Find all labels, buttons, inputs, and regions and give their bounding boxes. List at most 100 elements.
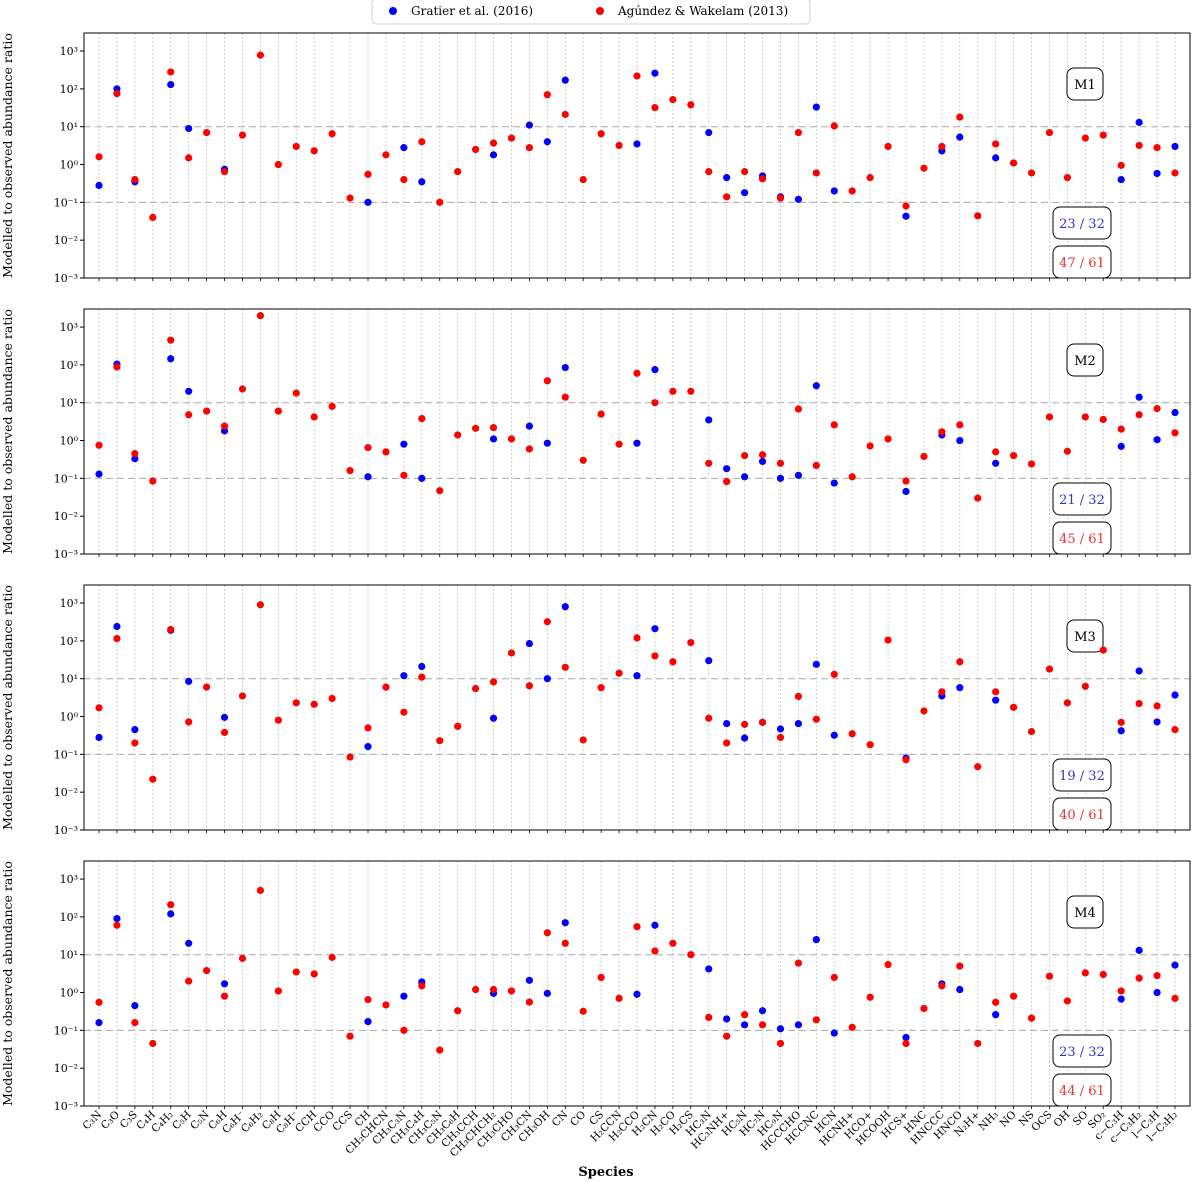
panel-m2: 10⁻³ 10⁻² 10⁻¹ 10⁰ 10¹ 10² 10³ Modelled to obse… <box>0 308 1191 561</box>
point-agundez <box>741 168 749 176</box>
point-agundez <box>113 363 121 371</box>
point-agundez <box>974 1039 982 1048</box>
point-agundez <box>1099 131 1107 139</box>
legend: Gratier et al. (2016) Agúndez & Wakelam … <box>371 0 811 25</box>
point-agundez <box>848 473 856 481</box>
point-gratier <box>167 910 175 918</box>
point-gratier <box>1135 393 1143 401</box>
point-gratier <box>113 622 121 631</box>
point-agundez <box>992 998 1000 1006</box>
point-agundez <box>113 921 121 929</box>
point-agundez <box>902 1039 910 1048</box>
point-agundez <box>651 947 659 955</box>
point-agundez <box>1027 1014 1036 1022</box>
point-gratier <box>561 363 569 372</box>
point-gratier <box>705 657 713 665</box>
point-gratier <box>561 919 569 927</box>
point-gratier <box>902 487 910 496</box>
point-agundez <box>579 456 587 464</box>
point-agundez <box>238 385 247 393</box>
point-gratier <box>830 1029 838 1037</box>
gratier-count: 23 / 32 <box>1059 217 1105 232</box>
point-gratier <box>776 725 785 733</box>
point-agundez <box>776 1039 785 1048</box>
point-gratier <box>956 985 964 994</box>
y-tick-label: 10³ <box>60 321 78 334</box>
point-agundez <box>220 422 229 430</box>
panel-m4: 10⁻³ 10⁻² 10⁻¹ 10⁰ 10¹ 10² 10³ Modelled to obse… <box>0 860 1191 1113</box>
point-agundez <box>561 663 569 671</box>
panel-label: M3 <box>1074 630 1096 645</box>
point-agundez <box>794 405 803 413</box>
legend-marker-agundez <box>596 7 604 15</box>
point-agundez <box>615 141 623 150</box>
point-agundez <box>597 410 605 418</box>
point-agundez <box>848 187 856 195</box>
y-tick-label: 10¹ <box>60 673 78 686</box>
point-gratier <box>220 980 229 988</box>
point-gratier <box>95 181 103 190</box>
point-agundez <box>830 973 838 982</box>
point-agundez <box>507 134 516 142</box>
point-agundez <box>902 202 910 210</box>
point-gratier <box>95 1019 103 1027</box>
y-tick-label: 10⁻³ <box>54 548 78 561</box>
point-agundez <box>167 901 175 909</box>
point-agundez <box>346 1032 354 1040</box>
point-agundez <box>1171 994 1179 1002</box>
point-agundez <box>418 982 426 990</box>
point-agundez <box>507 649 516 657</box>
point-agundez <box>525 998 534 1006</box>
point-agundez <box>167 625 175 634</box>
point-agundez <box>1027 169 1036 177</box>
point-gratier <box>418 662 426 671</box>
point-agundez <box>238 954 247 962</box>
point-gratier <box>113 915 121 923</box>
point-gratier <box>1171 142 1179 151</box>
panel-label: M4 <box>1074 906 1096 921</box>
point-agundez <box>436 1046 444 1054</box>
point-gratier <box>830 479 838 487</box>
point-agundez <box>1045 665 1054 673</box>
point-gratier <box>633 672 641 680</box>
point-agundez <box>525 682 534 690</box>
panels: 10⁻³ 10⁻² 10⁻¹ 10⁰ 10¹ 10² 10³ Modelled to obse… <box>0 32 1191 1113</box>
point-gratier <box>1153 436 1161 444</box>
y-tick-label: 10⁻² <box>54 1062 78 1075</box>
point-agundez <box>1045 128 1054 137</box>
y-tick-label: 10⁻² <box>54 234 78 247</box>
point-gratier <box>543 675 551 683</box>
point-gratier <box>543 138 551 146</box>
point-agundez <box>561 393 569 401</box>
point-agundez <box>454 431 462 439</box>
point-agundez <box>902 477 910 485</box>
point-agundez <box>346 194 354 202</box>
point-agundez <box>687 387 695 395</box>
point-agundez <box>1117 987 1125 995</box>
point-agundez <box>149 775 157 783</box>
point-gratier <box>651 921 659 929</box>
point-agundez <box>131 739 139 747</box>
point-gratier <box>956 684 964 692</box>
point-agundez <box>1010 992 1018 1000</box>
point-agundez <box>328 953 336 961</box>
point-gratier <box>812 936 820 944</box>
point-gratier <box>1153 718 1161 726</box>
point-agundez <box>1117 718 1125 726</box>
panel-label-box <box>1066 895 1104 929</box>
point-gratier <box>489 714 498 722</box>
legend-label-agundez: Agúndez & Wakelam (2013) <box>617 4 788 18</box>
point-agundez <box>830 122 838 130</box>
point-gratier <box>525 422 534 430</box>
point-agundez <box>274 160 282 169</box>
point-agundez <box>1045 413 1054 421</box>
point-agundez <box>723 193 731 201</box>
point-agundez <box>651 399 659 407</box>
point-agundez <box>812 461 820 469</box>
agundez-count-box <box>1052 797 1112 831</box>
point-agundez <box>454 722 462 730</box>
point-gratier <box>794 720 803 728</box>
point-agundez <box>920 707 928 715</box>
point-agundez <box>741 720 749 728</box>
point-agundez <box>992 140 1000 148</box>
